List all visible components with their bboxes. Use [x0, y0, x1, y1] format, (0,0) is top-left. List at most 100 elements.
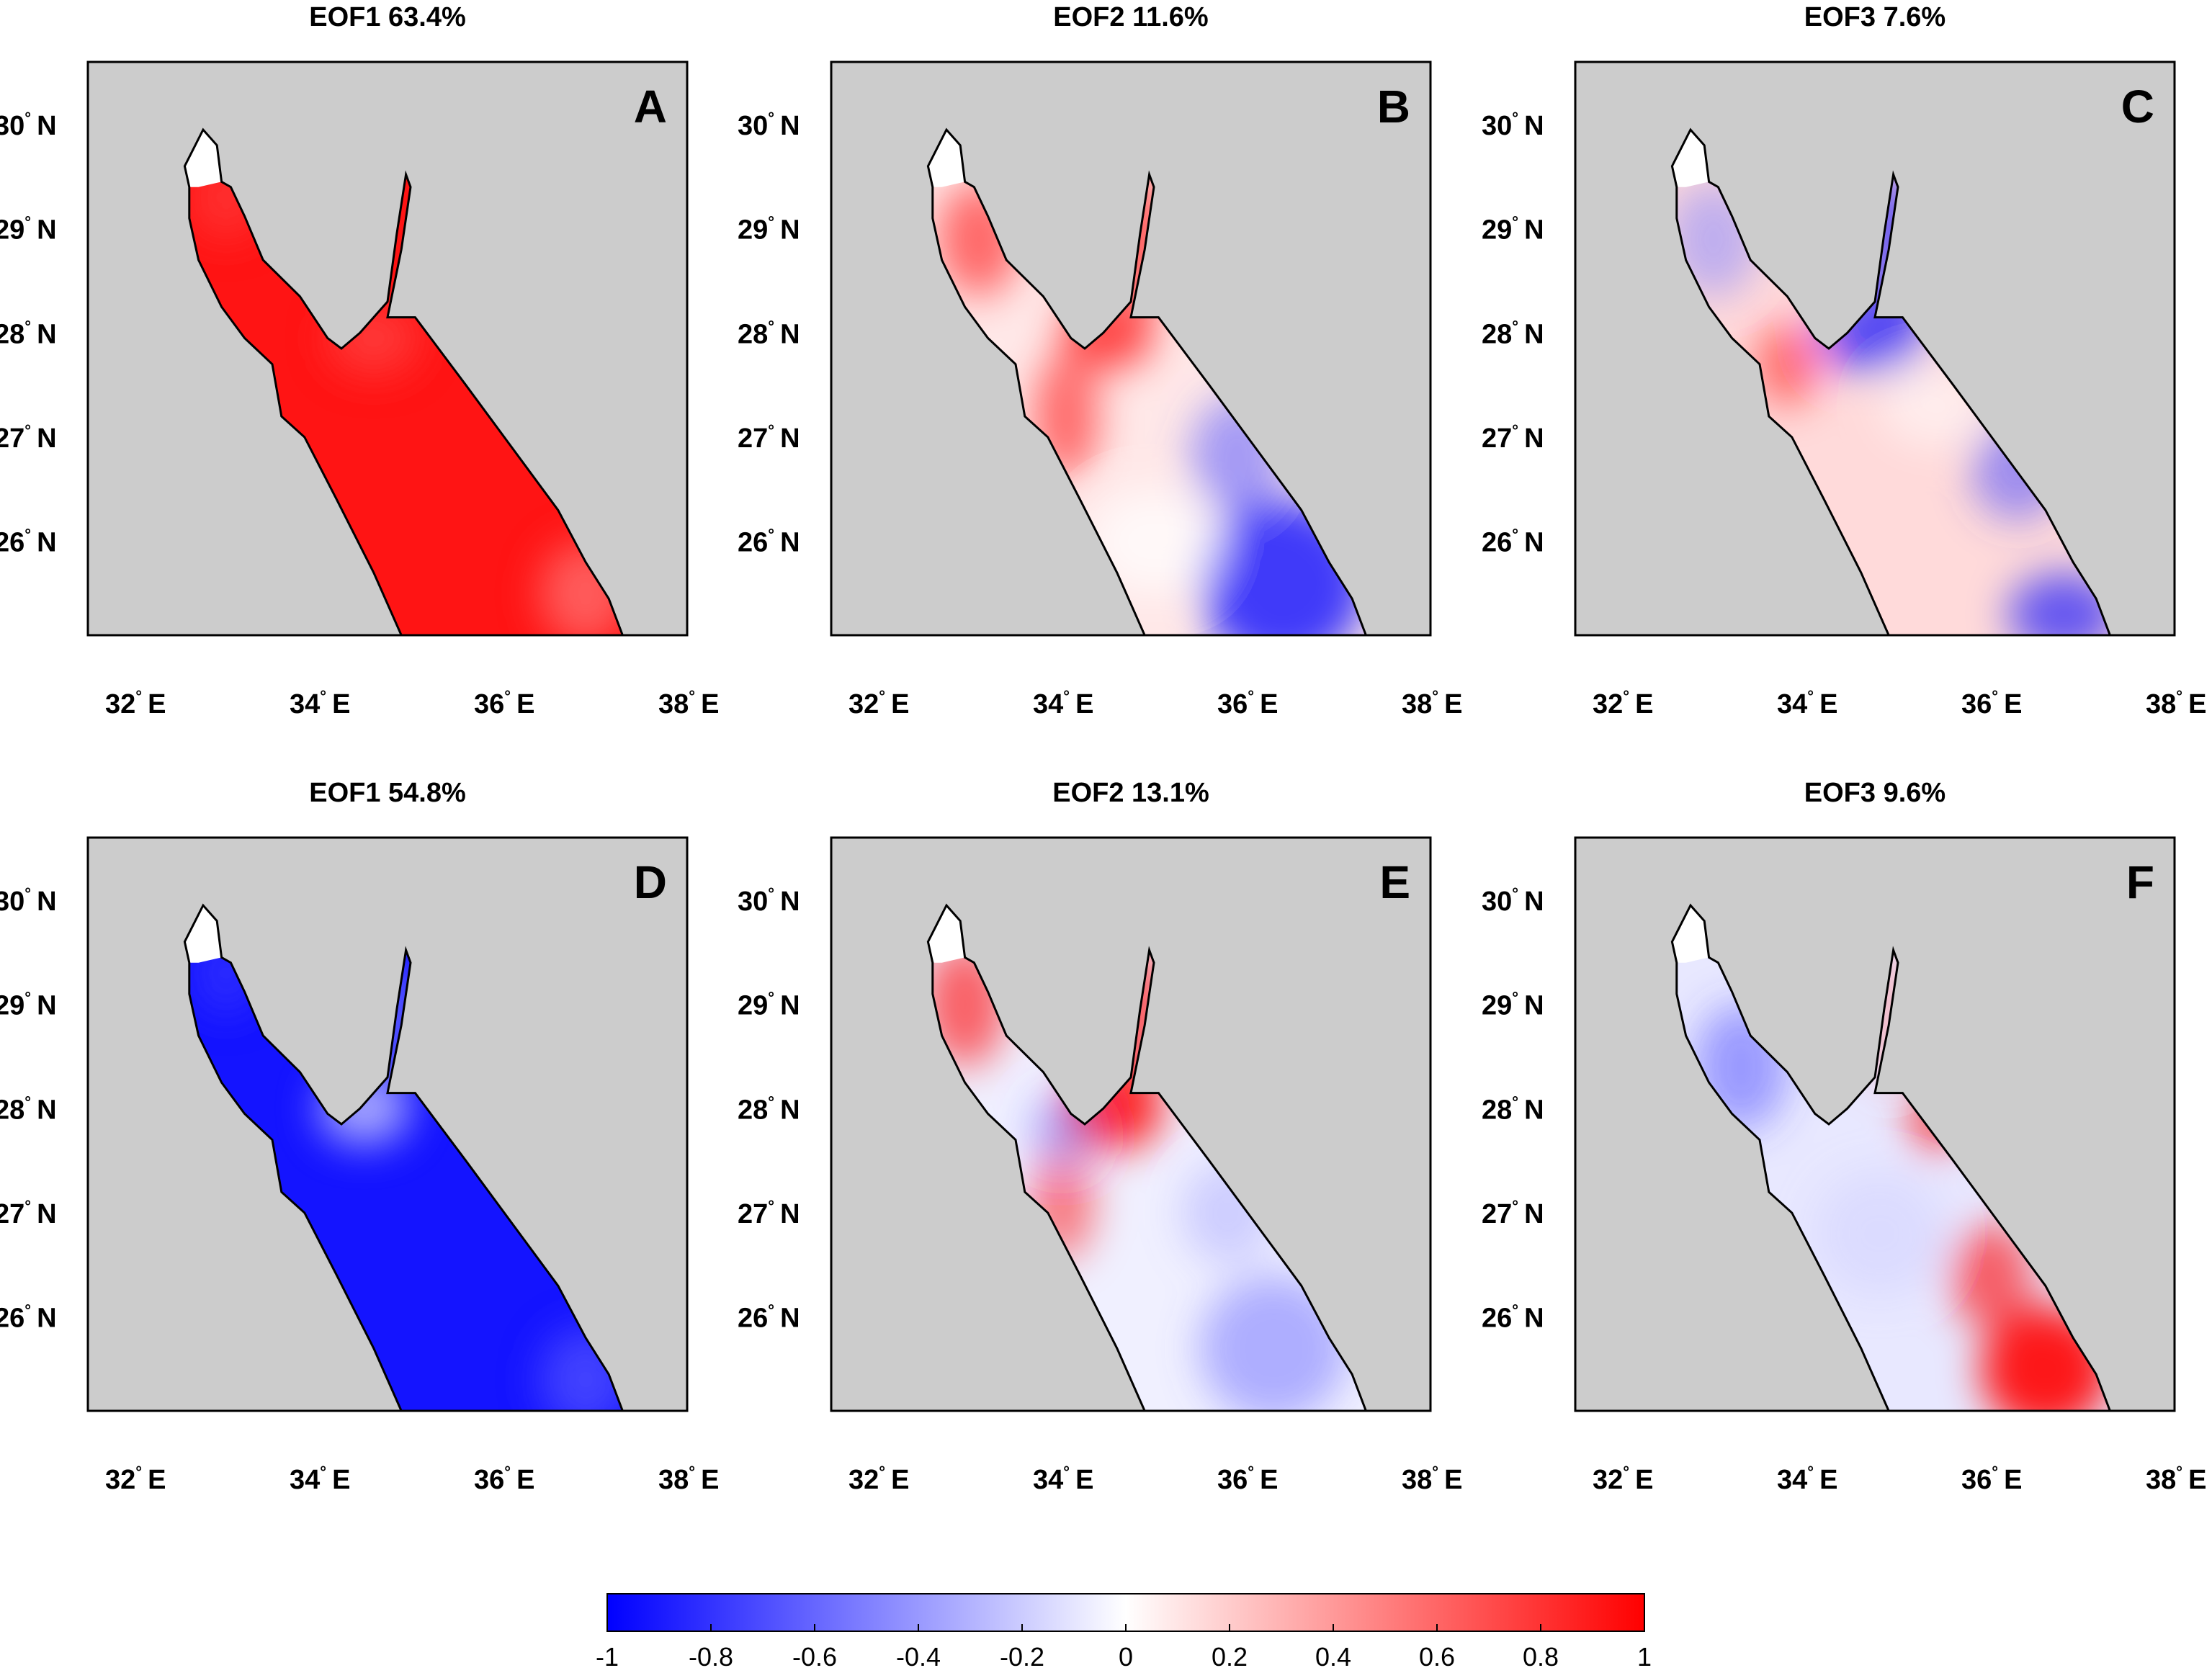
lon-tick-label: 34° E — [1777, 1463, 1837, 1495]
lat-tick-label: 26° N — [0, 526, 57, 558]
lon-tick-label: 38° E — [2146, 687, 2206, 719]
map-frame — [1574, 60, 2176, 637]
no-data-area — [1672, 905, 1709, 963]
map-panel-b: EOF2 11.6% B 30° N 29° N 28° N 27° N 26° N 32° E 34° E 3… — [738, 2, 1462, 719]
lat-tick-label: 28° N — [1482, 1093, 1544, 1125]
colorbar-tick-label: -0.8 — [689, 1642, 733, 1672]
lon-tick-label: 38° E — [658, 687, 719, 719]
no-data-area — [184, 905, 222, 963]
sea-field-base — [184, 905, 623, 1411]
lat-tick-label: 30° N — [738, 109, 800, 141]
lat-tick-label: 30° N — [0, 109, 57, 141]
map-panel-e: EOF2 13.1% E 30° N 29° N 28° N 27° N 26° N 32° E 34° E 3… — [738, 778, 1462, 1495]
lon-tick-label: 36° E — [1961, 687, 2022, 719]
lon-tick-label: 32° E — [1593, 687, 1653, 719]
map-frame — [830, 836, 1432, 1412]
panel-title: EOF3 9.6% — [1804, 778, 1945, 808]
panel-title: EOF1 54.8% — [309, 778, 466, 808]
lon-tick-label: 32° E — [848, 687, 909, 719]
coastline — [926, 903, 1368, 1412]
lon-tick-label: 36° E — [474, 1463, 534, 1495]
lat-tick-label: 26° N — [0, 1301, 57, 1334]
lat-tick-label: 29° N — [1482, 213, 1544, 246]
lat-tick-label: 27° N — [0, 421, 57, 454]
lon-tick-label: 34° E — [290, 1463, 350, 1495]
lat-tick-label: 27° N — [0, 1197, 57, 1229]
lat-tick-label: 29° N — [738, 989, 800, 1021]
lon-tick-label: 36° E — [1217, 1463, 1278, 1495]
lat-tick-label: 27° N — [738, 421, 800, 454]
panel-title: EOF2 13.1% — [1052, 778, 1209, 808]
lon-tick-label: 32° E — [105, 1463, 166, 1495]
lon-tick-label: 38° E — [2146, 1463, 2206, 1495]
lon-tick-label: 32° E — [848, 1463, 909, 1495]
colorbar: -1 -0.8 -0.6 -0.4 -0.2 0 0.2 0.4 0.6 0.8 1 — [596, 1593, 1652, 1672]
field-patch — [1755, 322, 1820, 406]
lat-tick-label: 29° N — [0, 213, 57, 246]
map-panel-c: EOF3 7.6% C 30° N 29° N 28° N 27° N 26° N 32° E 34° E 36… — [1482, 2, 2206, 719]
colorbar-tick-label: 0.4 — [1315, 1642, 1351, 1672]
no-data-area — [928, 130, 965, 187]
map-frame — [86, 60, 689, 637]
lat-tick-label: 30° N — [738, 884, 800, 917]
lat-tick-label: 26° N — [738, 1301, 800, 1334]
coastline — [1670, 127, 2112, 637]
panel-letter: A — [634, 81, 667, 133]
lat-tick-label: 28° N — [0, 1093, 57, 1125]
lat-tick-label: 30° N — [1482, 884, 1544, 917]
colorbar-tick-label: 1 — [1637, 1642, 1652, 1672]
colorbar-tick-label: -0.4 — [896, 1642, 941, 1672]
lat-tick-label: 28° N — [1482, 317, 1544, 349]
panel-letter: D — [634, 856, 667, 908]
coastline — [183, 903, 624, 1412]
colorbar-tick-label: -0.2 — [1000, 1642, 1044, 1672]
lat-tick-label: 26° N — [738, 526, 800, 558]
lon-tick-label: 38° E — [658, 1463, 719, 1495]
map-frame — [1574, 836, 2176, 1412]
field-patch — [1089, 489, 1219, 594]
panel-title: EOF1 63.4% — [309, 2, 466, 32]
no-data-area — [1672, 130, 1709, 187]
lon-tick-label: 36° E — [474, 687, 534, 719]
panel-letter: C — [2121, 81, 2154, 133]
lat-tick-label: 30° N — [1482, 109, 1544, 141]
lon-tick-label: 36° E — [1961, 1463, 2022, 1495]
panel-letter: E — [1379, 856, 1410, 908]
lat-tick-label: 30° N — [0, 884, 57, 917]
lon-tick-label: 36° E — [1217, 687, 1278, 719]
lat-tick-label: 26° N — [1482, 1301, 1544, 1334]
colorbar-tick-label: -0.6 — [792, 1642, 837, 1672]
coastline — [926, 127, 1368, 637]
map-frame — [86, 836, 689, 1412]
field-patch — [1814, 1171, 1944, 1296]
colorbar-tick-label: 0 — [1119, 1642, 1133, 1672]
lat-tick-label: 29° N — [738, 213, 800, 246]
coastline — [1670, 903, 2112, 1412]
map-panel-f: EOF3 9.6% F 30° N 29° N 28° N 27° N 26° N 32° E 34° E 36… — [1482, 778, 2206, 1495]
colorbar-tick-label: 0.8 — [1523, 1642, 1559, 1672]
colorbar-tick-label: 0.6 — [1419, 1642, 1455, 1672]
coastline — [183, 127, 624, 637]
no-data-area — [184, 130, 222, 187]
map-frame — [830, 60, 1432, 637]
lon-tick-label: 38° E — [1402, 1463, 1462, 1495]
lon-tick-label: 34° E — [290, 687, 350, 719]
lat-tick-label: 28° N — [738, 1093, 800, 1125]
lon-tick-label: 32° E — [105, 687, 166, 719]
colorbar-tick-label: 0.2 — [1212, 1642, 1248, 1672]
lat-tick-label: 26° N — [1482, 526, 1544, 558]
field-patch — [1200, 1275, 1348, 1411]
sea-field-base — [184, 130, 623, 636]
panel-letter: F — [2126, 856, 2154, 908]
lat-tick-label: 28° N — [738, 317, 800, 349]
lat-tick-label: 27° N — [1482, 1197, 1544, 1229]
lon-tick-label: 34° E — [1777, 687, 1837, 719]
map-panel-d: EOF1 54.8% D 30° N 29° N 28° N 27° N 26° N 32° E 34° E 3… — [0, 778, 719, 1495]
lon-tick-label: 32° E — [1593, 1463, 1653, 1495]
panels-container: EOF1 63.4% A 30° N 29° N 28° N 27° N 26° N 32° E 34° E 3… — [0, 2, 2206, 1495]
field-patch — [1948, 1223, 2032, 1328]
lat-tick-label: 27° N — [1482, 421, 1544, 454]
colorbar-tick-label: -1 — [596, 1642, 619, 1672]
lat-tick-label: 29° N — [0, 989, 57, 1021]
